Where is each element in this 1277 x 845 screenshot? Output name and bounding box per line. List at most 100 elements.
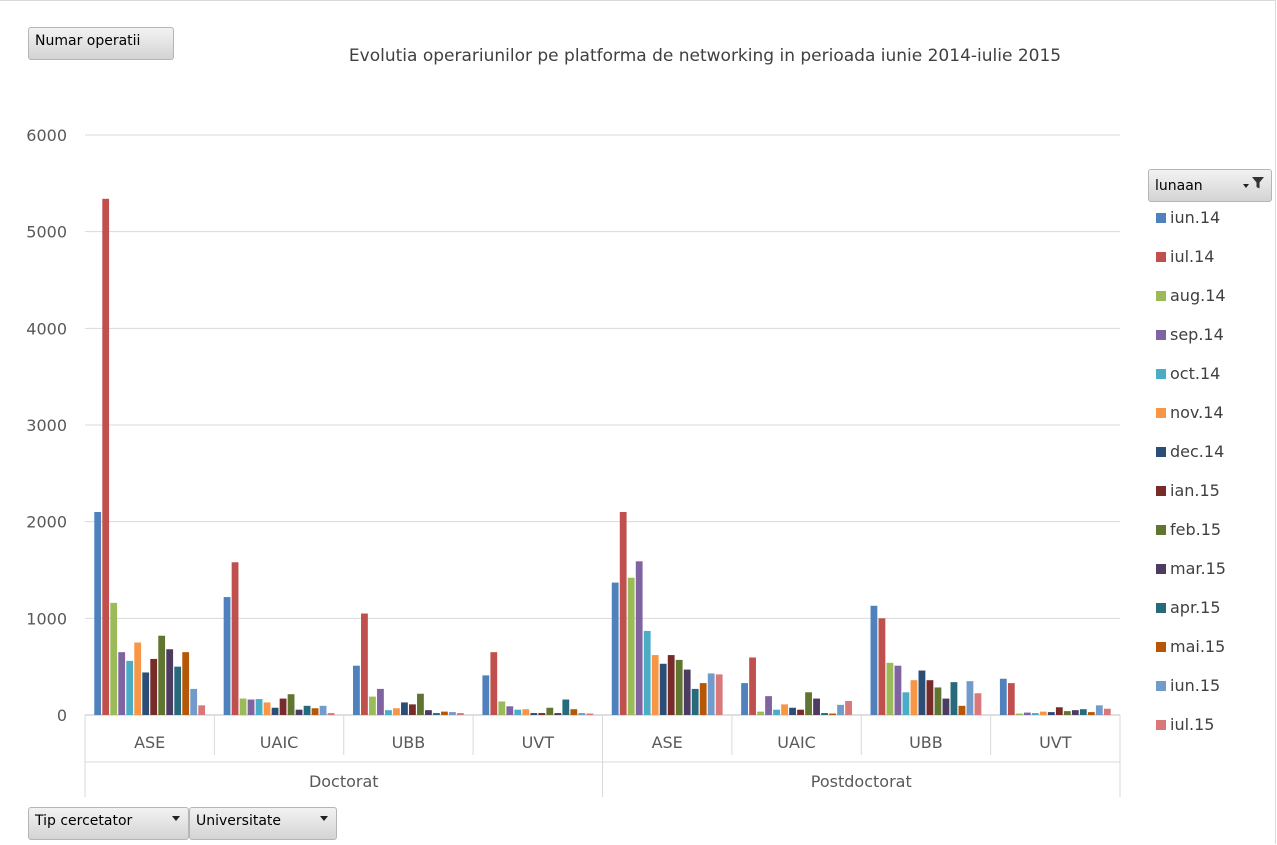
legend-item: apr.15 <box>1156 598 1221 618</box>
bar <box>369 696 376 715</box>
bar <box>805 692 812 715</box>
bar <box>198 705 206 715</box>
filter-funnel-icon <box>1252 177 1264 189</box>
legend-label: nov.14 <box>1170 403 1224 422</box>
bar <box>255 699 263 715</box>
bar <box>821 713 828 715</box>
bar <box>878 618 886 715</box>
bar <box>425 710 432 715</box>
bar <box>126 660 134 715</box>
legend-item: iun.15 <box>1156 676 1220 696</box>
bar <box>837 704 844 715</box>
bar <box>385 710 392 715</box>
bar <box>231 562 239 715</box>
y-tick-label: 3000 <box>26 416 67 435</box>
bar <box>950 682 958 715</box>
legend-label: iul.14 <box>1170 247 1215 266</box>
bar <box>942 698 950 715</box>
legend-swatch <box>1156 564 1166 574</box>
bar <box>643 630 651 715</box>
y-tick-label: 1000 <box>26 609 67 628</box>
legend-item: iun.14 <box>1156 208 1220 228</box>
bar <box>1087 712 1095 715</box>
row-field-universitate-button[interactable]: Universitate <box>189 807 337 840</box>
y-tick-label: 2000 <box>26 513 67 532</box>
bar <box>530 713 538 715</box>
bar <box>683 669 691 715</box>
value-field-button[interactable]: Numar operatii <box>28 27 174 60</box>
legend-item: iul.15 <box>1156 715 1214 735</box>
group-label: Postdoctorat <box>811 772 912 791</box>
bar <box>353 665 360 715</box>
bar <box>966 681 974 715</box>
bar <box>490 652 498 715</box>
bar <box>538 713 546 715</box>
bar <box>223 597 231 715</box>
bar <box>361 613 368 715</box>
bar <box>514 709 522 715</box>
bar <box>110 602 118 715</box>
legend-swatch <box>1156 213 1166 223</box>
bar <box>498 701 506 715</box>
x-tick-label: UVT <box>522 733 555 752</box>
bar <box>789 707 796 715</box>
bar <box>934 687 942 715</box>
legend-label: sep.14 <box>1170 325 1224 344</box>
legend-item: sep.14 <box>1156 325 1224 345</box>
bar <box>781 704 788 715</box>
bar <box>627 577 635 715</box>
bar <box>158 635 166 715</box>
legend-swatch <box>1156 603 1166 613</box>
bar <box>894 665 902 715</box>
bar <box>393 708 400 715</box>
bar <box>958 705 966 715</box>
bar <box>1015 713 1023 715</box>
legend-label: aug.14 <box>1170 286 1226 305</box>
legend-label: dec.14 <box>1170 442 1225 461</box>
bar <box>1063 711 1071 715</box>
bar <box>1007 683 1015 715</box>
x-tick-label: UVT <box>1039 733 1072 752</box>
y-tick-label: 4000 <box>26 319 67 338</box>
bar <box>554 713 562 715</box>
legend-swatch <box>1156 642 1166 652</box>
bar <box>757 711 764 715</box>
bar <box>433 713 440 715</box>
bar <box>287 694 295 715</box>
legend-swatch <box>1156 525 1166 535</box>
legend-swatch <box>1156 447 1166 457</box>
y-tick-label: 5000 <box>26 223 67 242</box>
bar <box>667 655 675 715</box>
bar <box>1095 705 1103 715</box>
bar <box>271 707 279 715</box>
bar <box>449 712 456 715</box>
bar <box>441 711 448 715</box>
bar <box>457 713 464 715</box>
chevron-down-icon <box>172 816 180 821</box>
legend-item: feb.15 <box>1156 520 1221 540</box>
bar <box>675 659 683 715</box>
bar <box>765 696 772 715</box>
legend-label: oct.14 <box>1170 364 1221 383</box>
x-tick-label: UAIC <box>260 733 299 752</box>
chevron-down-icon <box>320 816 328 821</box>
legend-label: iun.15 <box>1170 676 1221 695</box>
bar <box>1103 708 1111 715</box>
bar <box>562 699 570 715</box>
row-field-tip-cercetator-button[interactable]: Tip cercetator <box>28 807 189 840</box>
bar <box>311 708 319 715</box>
group-label: Doctorat <box>309 772 379 791</box>
legend-label: iun.14 <box>1170 208 1221 227</box>
bar <box>247 699 255 715</box>
legend-item: ian.15 <box>1156 481 1220 501</box>
legend-swatch <box>1156 291 1166 301</box>
bar <box>190 688 198 715</box>
legend-field-button[interactable]: lunaan <box>1148 169 1272 202</box>
y-tick-label: 0 <box>57 706 67 725</box>
bar <box>886 662 894 715</box>
bar <box>829 713 836 715</box>
bar <box>174 666 182 715</box>
bar <box>1039 711 1047 715</box>
